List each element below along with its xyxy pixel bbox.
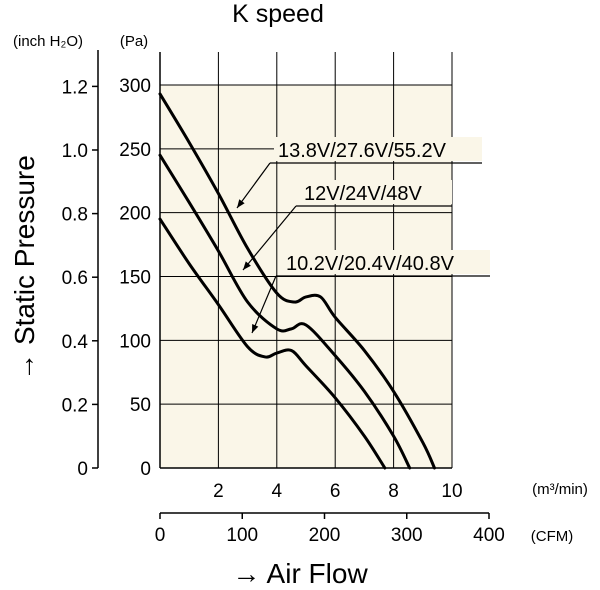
y-tick-label-inch: 0	[77, 459, 88, 480]
chart-title: K speed	[232, 0, 324, 28]
x-units-bottom: (CFM)	[531, 528, 573, 545]
y-tick-label-pa: 50	[130, 395, 151, 416]
y-units-left: (inch H₂O)	[13, 33, 83, 50]
label-13-8v-arrowhead	[237, 199, 245, 208]
curve-12v	[158, 153, 412, 470]
curve-10-2v	[158, 217, 387, 470]
y-tick-label-pa: 250	[119, 140, 151, 161]
y-tick-label-pa: 200	[119, 204, 151, 225]
y-tick-label-pa: 300	[119, 76, 151, 97]
y-tick-label-inch: 1.0	[62, 141, 88, 162]
y-tick-label-pa: 100	[119, 331, 151, 352]
y-tick-label-inch: 0.2	[62, 395, 88, 416]
label-10-2v: 10.2V/20.4V/40.8V	[286, 253, 455, 275]
label-13-8v: 13.8V/27.6V/55.2V	[278, 140, 447, 162]
y-tick-label-inch: 0.8	[62, 205, 88, 226]
y-tick-label-inch: 0.4	[62, 332, 89, 353]
x-tick-label-m3min: 6	[330, 481, 341, 502]
x-tick-label-m3min: 4	[272, 481, 283, 502]
x-tick-label-m3min: 2	[213, 481, 224, 502]
x-tick-label-cfm: 0	[155, 525, 166, 546]
label-12v-bg	[300, 180, 452, 204]
x-tick-label-cfm: 100	[226, 525, 258, 546]
y-tick-label-pa: 0	[140, 459, 151, 480]
label-10-2v-leader	[251, 275, 277, 334]
y-units-right: (Pa)	[120, 33, 148, 50]
label-12v-leader	[242, 205, 297, 271]
x-tick-label-cfm: 400	[473, 525, 505, 546]
label-10-2v-bg	[282, 250, 490, 274]
x-units-top: (m³/min)	[532, 481, 588, 498]
y-axis-label: → Static Pressure	[9, 155, 40, 381]
label-12v-arrowhead	[243, 261, 251, 270]
label-13-8v-bg	[274, 137, 482, 161]
label-10-2v-arrowhead	[252, 324, 259, 333]
x-axis-label: → Air Flow	[232, 558, 368, 589]
x-tick-label-m3min: 10	[441, 481, 462, 502]
curve-13-8v	[158, 92, 436, 470]
y-tick-label-inch: 1.2	[62, 77, 88, 98]
label-12v: 12V/24V/48V	[304, 183, 423, 205]
y-tick-label-inch: 0.6	[62, 268, 88, 289]
curves	[158, 92, 436, 470]
y-tick-label-pa: 150	[119, 268, 151, 289]
label-13-8v-leader	[236, 162, 271, 209]
callouts: 13.8V/27.6V/55.2V 12V/24V/48V 10.2V/20.4V/…	[236, 137, 490, 334]
x-tick-label-cfm: 300	[391, 525, 423, 546]
x-tick-label-cfm: 200	[309, 525, 341, 546]
x-tick-label-m3min: 8	[388, 481, 399, 502]
